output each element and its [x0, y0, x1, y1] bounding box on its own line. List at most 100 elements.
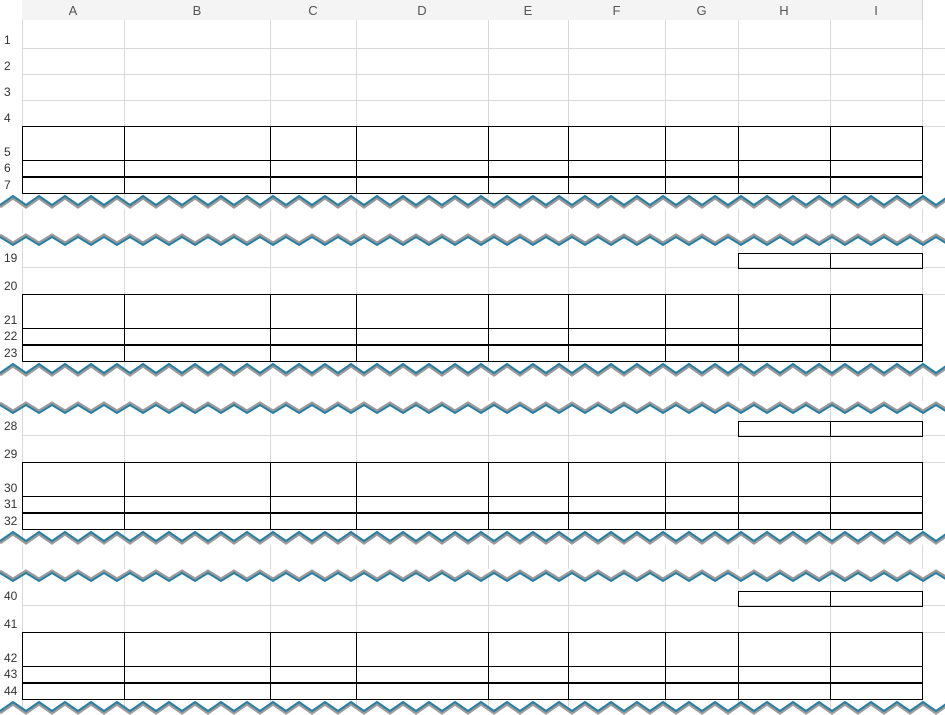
- column-heading[interactable]: [738, 462, 831, 497]
- data-cell[interactable]: [124, 496, 271, 513]
- data-cell[interactable]: [738, 683, 831, 700]
- row-header[interactable]: 21: [4, 313, 18, 327]
- column-heading[interactable]: [124, 462, 271, 497]
- column-heading[interactable]: [568, 126, 666, 161]
- data-cell[interactable]: [738, 513, 831, 530]
- total-value[interactable]: [830, 421, 923, 437]
- column-heading[interactable]: [124, 632, 271, 667]
- column-heading[interactable]: [568, 632, 666, 667]
- row-header[interactable]: 5: [4, 145, 11, 159]
- row-header[interactable]: 19: [4, 251, 18, 265]
- column-heading[interactable]: [270, 294, 357, 329]
- data-cell[interactable]: [124, 345, 271, 362]
- data-cell[interactable]: [665, 496, 739, 513]
- data-cell[interactable]: [124, 683, 271, 700]
- column-heading[interactable]: [488, 462, 569, 497]
- data-cell[interactable]: [665, 328, 739, 345]
- total-value[interactable]: [830, 591, 923, 607]
- data-cell[interactable]: [488, 513, 569, 530]
- column-heading[interactable]: [665, 632, 739, 667]
- data-cell[interactable]: [356, 328, 489, 345]
- data-cell[interactable]: [356, 177, 489, 194]
- column-heading[interactable]: [488, 126, 569, 161]
- data-cell[interactable]: [665, 177, 739, 194]
- data-cell[interactable]: [356, 513, 489, 530]
- column-header-e[interactable]: E: [488, 0, 569, 20]
- data-cell[interactable]: [488, 666, 569, 683]
- data-cell[interactable]: [665, 160, 739, 177]
- column-heading[interactable]: [738, 126, 831, 161]
- data-cell[interactable]: [270, 345, 357, 362]
- column-heading[interactable]: [356, 126, 489, 161]
- data-cell[interactable]: [356, 683, 489, 700]
- data-cell[interactable]: [124, 177, 271, 194]
- row-header[interactable]: 40: [4, 589, 18, 603]
- column-heading[interactable]: [356, 462, 489, 497]
- aging-bucket-label[interactable]: [22, 610, 923, 628]
- data-cell[interactable]: [356, 160, 489, 177]
- column-heading[interactable]: [665, 294, 739, 329]
- data-cell[interactable]: [830, 666, 923, 683]
- data-cell[interactable]: [22, 666, 125, 683]
- column-heading[interactable]: [270, 126, 357, 161]
- row-header[interactable]: 32: [4, 514, 18, 528]
- data-cell[interactable]: [124, 666, 271, 683]
- column-heading[interactable]: [488, 632, 569, 667]
- data-cell[interactable]: [124, 513, 271, 530]
- data-cell[interactable]: [488, 160, 569, 177]
- data-cell[interactable]: [488, 177, 569, 194]
- column-heading[interactable]: [124, 294, 271, 329]
- data-cell[interactable]: [488, 683, 569, 700]
- row-header[interactable]: 44: [4, 684, 18, 698]
- aging-bucket-label[interactable]: [22, 440, 923, 458]
- column-heading[interactable]: [270, 632, 357, 667]
- data-cell[interactable]: [830, 496, 923, 513]
- data-cell[interactable]: [488, 496, 569, 513]
- data-cell[interactable]: [738, 328, 831, 345]
- column-header-b[interactable]: B: [124, 0, 271, 20]
- company-name-value[interactable]: [124, 77, 923, 97]
- row-header[interactable]: 31: [4, 497, 18, 511]
- row-header[interactable]: 28: [4, 419, 18, 433]
- data-cell[interactable]: [665, 513, 739, 530]
- column-heading[interactable]: [830, 462, 923, 497]
- column-heading[interactable]: [124, 126, 271, 161]
- data-cell[interactable]: [568, 683, 666, 700]
- data-cell[interactable]: [568, 160, 666, 177]
- data-cell[interactable]: [270, 496, 357, 513]
- report-subtitle[interactable]: [22, 51, 923, 71]
- data-cell[interactable]: [830, 177, 923, 194]
- data-cell[interactable]: [665, 666, 739, 683]
- row-header[interactable]: 3: [4, 85, 11, 99]
- data-cell[interactable]: [568, 513, 666, 530]
- data-cell[interactable]: [488, 345, 569, 362]
- data-cell[interactable]: [830, 160, 923, 177]
- data-cell[interactable]: [124, 328, 271, 345]
- data-cell[interactable]: [356, 345, 489, 362]
- row-header[interactable]: 6: [4, 161, 11, 175]
- data-cell[interactable]: [665, 345, 739, 362]
- column-heading[interactable]: [830, 294, 923, 329]
- column-heading[interactable]: [738, 294, 831, 329]
- data-cell[interactable]: [22, 345, 125, 362]
- data-cell[interactable]: [488, 328, 569, 345]
- column-heading[interactable]: [665, 462, 739, 497]
- total-label[interactable]: [738, 421, 831, 437]
- total-label[interactable]: [738, 591, 831, 607]
- data-cell[interactable]: [356, 496, 489, 513]
- data-cell[interactable]: [738, 666, 831, 683]
- column-header-i[interactable]: I: [830, 0, 923, 20]
- data-cell[interactable]: [568, 666, 666, 683]
- data-cell[interactable]: [22, 496, 125, 513]
- row-header[interactable]: 2: [4, 59, 11, 73]
- data-cell[interactable]: [270, 683, 357, 700]
- row-header[interactable]: 7: [4, 178, 11, 192]
- data-cell[interactable]: [270, 666, 357, 683]
- data-cell[interactable]: [22, 177, 125, 194]
- column-heading[interactable]: [22, 462, 125, 497]
- row-header[interactable]: 30: [4, 481, 18, 495]
- column-header-h[interactable]: H: [738, 0, 831, 20]
- column-heading[interactable]: [22, 294, 125, 329]
- column-header-c[interactable]: C: [270, 0, 357, 20]
